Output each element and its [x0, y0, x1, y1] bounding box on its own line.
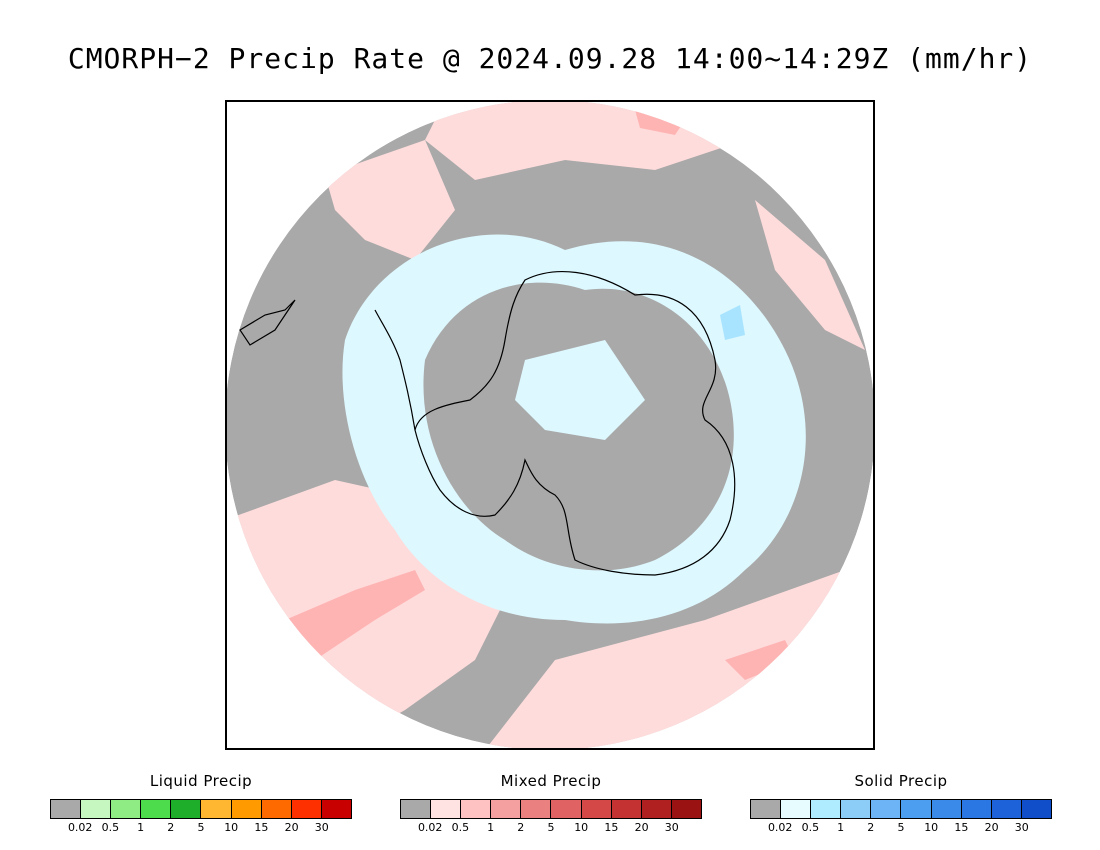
south-america-tip-coastline: [239, 299, 296, 346]
legend-tick-label: 1: [837, 821, 845, 834]
legend-swatch: [871, 800, 902, 818]
legend-swatch: [1021, 800, 1051, 818]
legend-swatch: [291, 800, 322, 818]
legend-tick-label: 15: [954, 821, 969, 834]
polar-map-frame: [225, 100, 875, 750]
legend-swatch: [461, 800, 492, 818]
mixed-precip-region-northwest: [325, 140, 455, 260]
legend-tick-label: 30: [664, 821, 679, 834]
legend-tick-label: 30: [314, 821, 329, 834]
legend-swatch: [641, 800, 672, 818]
legend-tick-label: 1: [137, 821, 145, 834]
legend-title: Mixed Precip: [500, 772, 602, 790]
legend-swatch: [401, 800, 432, 818]
legend-swatch: [81, 800, 112, 818]
legend-tick-label: 0.02: [417, 821, 443, 834]
legend-title: Liquid Precip: [149, 772, 253, 790]
legend-tick-label: 5: [897, 821, 905, 834]
legend-swatch: [961, 800, 992, 818]
legend-solid-precip: Solid Precip 0.02 0.5 1 2 5 10 15 20 30: [750, 772, 1052, 835]
mixed-precip-spot-southeast: [725, 640, 795, 680]
legend-swatch: [321, 800, 351, 818]
legend-tick-label: 1: [487, 821, 495, 834]
legend-swatch: [751, 800, 782, 818]
legend-tick-label: 30: [1014, 821, 1029, 834]
mixed-precip-spot-north: [635, 110, 685, 135]
antarctic-peninsula: [374, 309, 416, 431]
legend-tick-label: 20: [284, 821, 299, 834]
legend-swatch: [431, 800, 462, 818]
legend-swatch: [551, 800, 582, 818]
legend-tick-label: 2: [867, 821, 875, 834]
solid-precip-patch-center: [515, 340, 645, 440]
legend-tick-label: 10: [574, 821, 589, 834]
legend-swatch: [201, 800, 232, 818]
color-bar: [750, 799, 1052, 819]
legend-swatch: [581, 800, 612, 818]
legend-tick-label: 15: [604, 821, 619, 834]
legend-liquid-precip: Liquid Precip 0.02 0.5 1 2 5 10 15 20 30: [50, 772, 352, 835]
legend-tick-label: 0.5: [101, 821, 120, 834]
legend-swatch: [171, 800, 202, 818]
antarctica-coastline: [414, 271, 736, 576]
legend-swatch: [51, 800, 82, 818]
legend-swatch: [811, 800, 842, 818]
color-bar: [400, 799, 702, 819]
legend-swatch: [491, 800, 522, 818]
legend-swatch: [231, 800, 262, 818]
legend-swatch: [671, 800, 701, 818]
legend-tick-label: 20: [634, 821, 649, 834]
tick-labels: 0.02 0.5 1 2 5 10 15 20 30: [400, 821, 702, 835]
legend-tick-label: 5: [547, 821, 555, 834]
legend-swatch: [931, 800, 962, 818]
solid-precip-spot-east: [720, 305, 745, 340]
legend-tick-label: 0.02: [67, 821, 93, 834]
legend-tick-label: 2: [167, 821, 175, 834]
legend-swatch: [111, 800, 142, 818]
antarctic-polar-map: [227, 102, 873, 748]
legend-tick-label: 5: [197, 821, 205, 834]
legend-swatch: [991, 800, 1022, 818]
legend-title: Solid Precip: [854, 772, 948, 790]
legend-swatch: [521, 800, 552, 818]
legend-swatch: [611, 800, 642, 818]
legend-tick-label: 0.5: [801, 821, 820, 834]
legend-mixed-precip: Mixed Precip 0.02 0.5 1 2 5 10 15 20 30: [400, 772, 702, 835]
legend-swatch: [901, 800, 932, 818]
legend-tick-label: 10: [924, 821, 939, 834]
mixed-precip-region-east: [755, 200, 865, 350]
tick-labels: 0.02 0.5 1 2 5 10 15 20 30: [750, 821, 1052, 835]
solid-precip-band: [342, 234, 806, 624]
legend-tick-label: 0.5: [451, 821, 470, 834]
legend-tick-label: 10: [224, 821, 239, 834]
color-bar: [50, 799, 352, 819]
chart-title: CMORPH−2 Precip Rate @ 2024.09.28 14:00~…: [67, 42, 1033, 75]
legend-swatch: [261, 800, 292, 818]
legend-tick-label: 2: [517, 821, 525, 834]
tick-labels: 0.02 0.5 1 2 5 10 15 20 30: [50, 821, 352, 835]
legend-tick-label: 0.02: [767, 821, 793, 834]
legend-tick-label: 15: [254, 821, 269, 834]
legend-tick-label: 20: [984, 821, 999, 834]
legend-swatch: [141, 800, 172, 818]
legend-swatch: [781, 800, 812, 818]
legend-swatch: [841, 800, 872, 818]
mixed-precip-band-southwest: [285, 570, 425, 660]
